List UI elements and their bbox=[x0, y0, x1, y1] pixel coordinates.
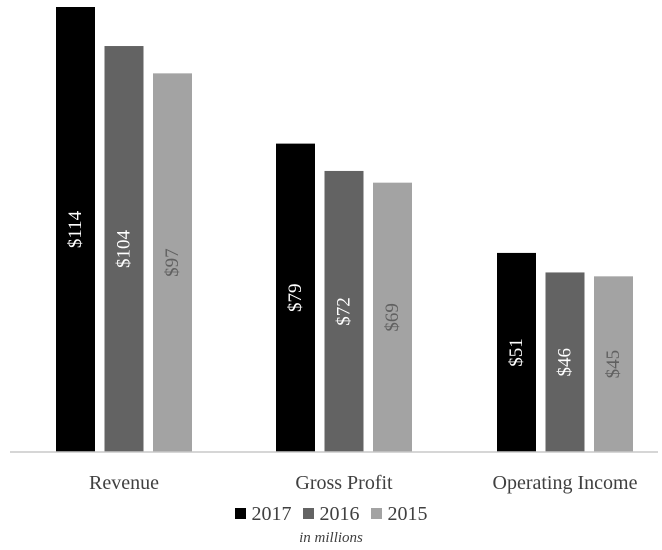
unit-note: in millions bbox=[299, 530, 363, 546]
legend-swatch-2017 bbox=[234, 508, 246, 519]
data-label-2015-0: $97 bbox=[162, 248, 183, 277]
data-label-2015-1: $69 bbox=[382, 303, 403, 332]
bar-2015-1 bbox=[373, 182, 412, 452]
bar-2016-2 bbox=[545, 272, 585, 452]
data-label-2016-1: $72 bbox=[334, 297, 355, 326]
legend-swatch-2016 bbox=[302, 508, 314, 519]
legend: 2017 2016 2015 bbox=[0, 503, 662, 526]
legend-item-2017: 2017 bbox=[234, 503, 292, 526]
bar-2017-0 bbox=[56, 7, 95, 452]
category-labels: Revenue Gross Profit Operating Income bbox=[89, 472, 638, 494]
legend-label-2016: 2016 bbox=[319, 503, 360, 525]
bar-2015-0 bbox=[153, 73, 192, 452]
data-label-2016-2: $46 bbox=[555, 348, 576, 377]
bar-2015-2 bbox=[594, 276, 633, 452]
legend-label-2015: 2015 bbox=[387, 503, 428, 525]
bar-2016-0 bbox=[104, 46, 144, 452]
category-label-0: Revenue bbox=[89, 472, 159, 494]
data-label-2017-2: $51 bbox=[506, 338, 527, 367]
legend-swatch-2015 bbox=[370, 508, 382, 519]
legend-label-2017: 2017 bbox=[251, 503, 292, 525]
category-label-2: Operating Income bbox=[493, 472, 638, 494]
data-label-2016-0: $104 bbox=[114, 230, 135, 269]
legend-item-2015: 2015 bbox=[370, 503, 428, 526]
bar-2017-2 bbox=[497, 252, 536, 452]
data-label-2015-2: $45 bbox=[603, 350, 624, 379]
bars-group: $114 $104 $97 $79 $72 $69 $51 $46 $45 bbox=[56, 7, 633, 452]
data-label-2017-0: $114 bbox=[65, 210, 86, 248]
bar-2016-1 bbox=[324, 170, 364, 452]
bar-2017-1 bbox=[276, 143, 315, 452]
data-label-2017-1: $79 bbox=[285, 284, 306, 313]
category-label-1: Gross Profit bbox=[295, 472, 393, 494]
legend-item-2016: 2016 bbox=[302, 503, 360, 526]
